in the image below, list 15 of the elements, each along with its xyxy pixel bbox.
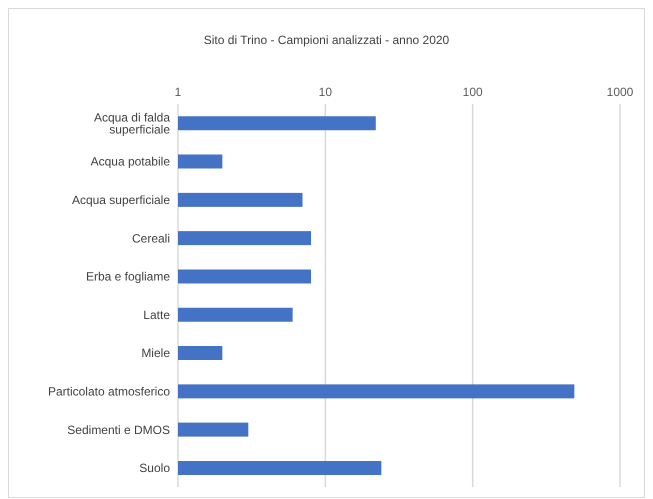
y-tick-label: Suolo xyxy=(139,461,170,476)
y-tick-label: Miele xyxy=(141,346,170,360)
y-tick-label: Erba e fogliame xyxy=(86,270,170,284)
y-tick-label: Acqua di falda superficiale xyxy=(94,110,170,136)
chart-title: Sito di Trino - Campioni analizzati - anno 2020 xyxy=(202,32,450,49)
x-tick-label: 1 xyxy=(174,85,182,99)
y-tick-label: Acqua potabile xyxy=(90,154,170,169)
x-tick-label: 1000 xyxy=(606,85,634,99)
y-tick-label: Acqua superficiale xyxy=(72,193,170,208)
y-tick-label: Particolato atmosferico xyxy=(48,384,170,399)
y-tick-label: Cereali xyxy=(132,231,170,246)
x-tick-label: 100 xyxy=(462,85,483,99)
y-tick-label: Latte xyxy=(143,308,170,322)
x-tick-label: 10 xyxy=(318,85,332,99)
y-tick-label: Sedimenti e DMOS xyxy=(67,422,170,437)
